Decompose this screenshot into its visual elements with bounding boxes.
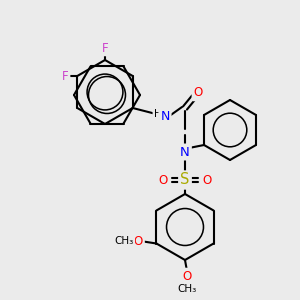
Text: O: O	[202, 173, 211, 187]
Text: O: O	[194, 86, 202, 100]
Text: CH₃: CH₃	[177, 284, 196, 294]
Text: S: S	[180, 172, 190, 188]
Text: O: O	[182, 269, 192, 283]
Text: N: N	[160, 110, 170, 122]
Text: O: O	[158, 173, 168, 187]
Text: N: N	[180, 146, 190, 158]
Text: F: F	[102, 41, 108, 55]
Text: H: H	[154, 109, 162, 119]
Text: O: O	[134, 235, 143, 248]
Text: CH₃: CH₃	[115, 236, 134, 247]
Text: F: F	[62, 70, 69, 83]
